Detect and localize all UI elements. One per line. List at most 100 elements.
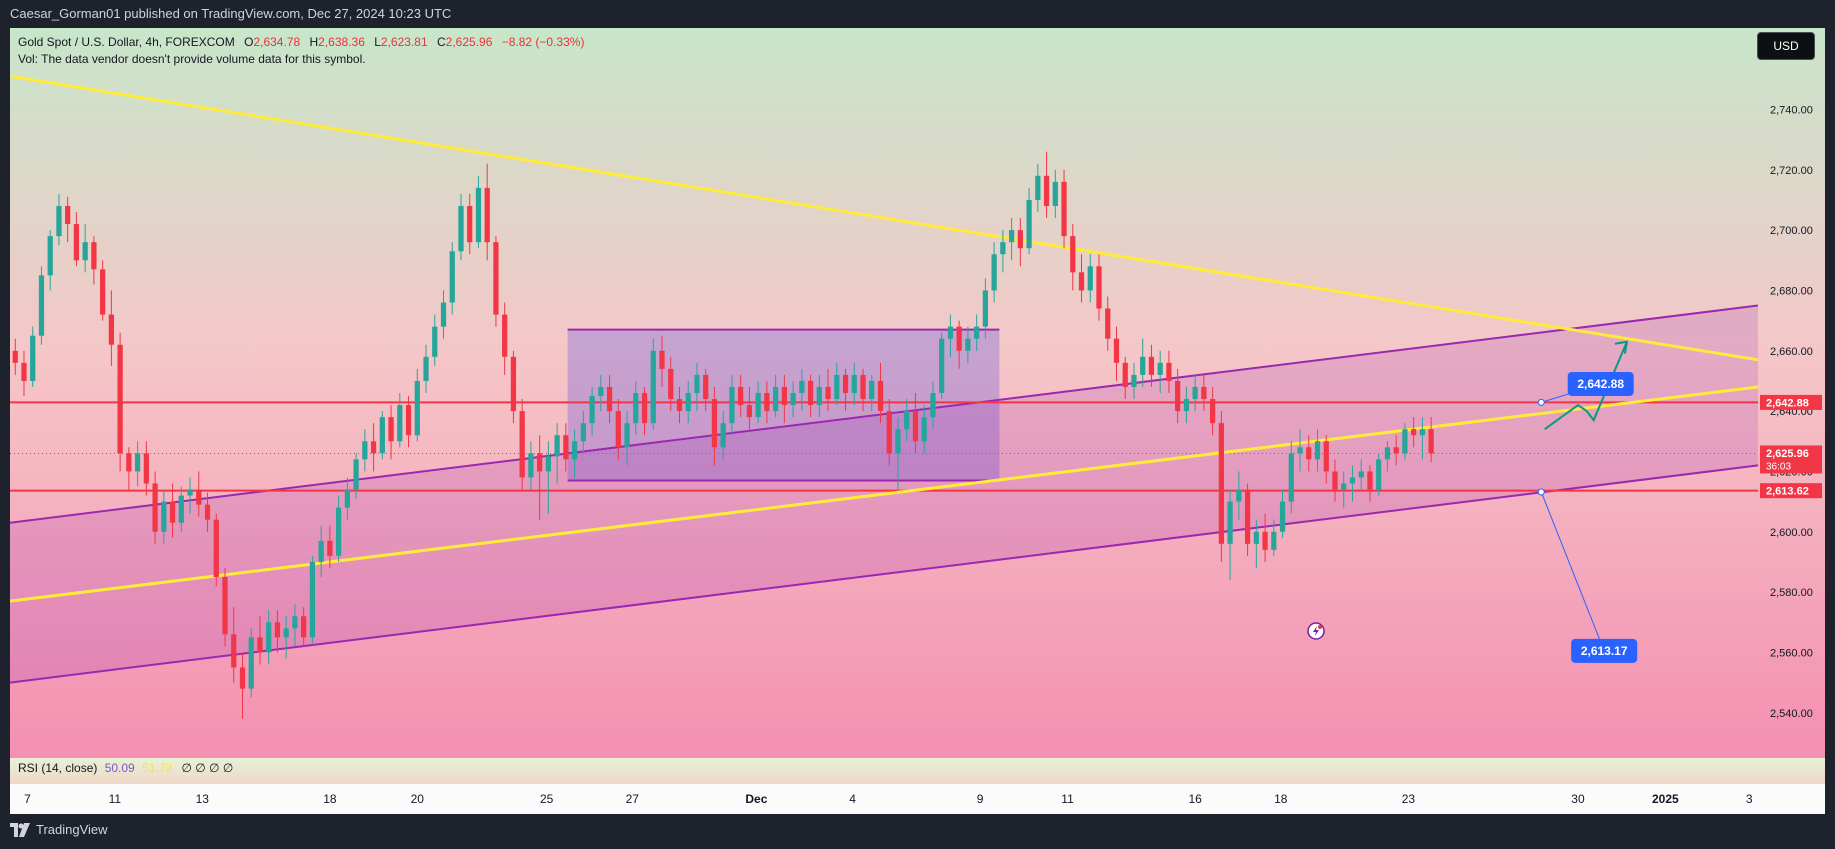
x-tick-label: 18 (323, 792, 337, 806)
x-tick-label: 25 (540, 792, 554, 806)
open-label: O (244, 35, 254, 49)
candle-body (886, 411, 892, 454)
high-value: 2,638.36 (318, 35, 365, 49)
chart-area[interactable]: 2,642.88 2,613.17 2,540.00 2,560.00 2,580.0… (10, 28, 1825, 814)
publisher-header: Caesar_Gorman01 published on TradingView… (0, 0, 1835, 28)
candle-body (939, 338, 945, 393)
candle-body (1192, 386, 1198, 400)
candle-body (458, 205, 464, 252)
candle-body (694, 374, 700, 393)
ohlc-row: Gold Spot / U.S. Dollar, 4h, FOREXCOM O2… (18, 34, 584, 51)
candle-body (589, 396, 595, 424)
candle-body (1043, 175, 1050, 206)
y-tick-label: 2,560.00 (1770, 647, 1813, 659)
candle-body (1035, 175, 1041, 200)
candle-body (545, 456, 552, 472)
candle-body (1288, 453, 1294, 502)
candle-body (21, 362, 27, 381)
candle-body (624, 423, 630, 448)
lightning-icon[interactable] (1307, 622, 1325, 640)
candle-body (292, 616, 298, 629)
candle-body (440, 302, 447, 327)
candle-body (755, 393, 761, 418)
candle-body (344, 489, 350, 508)
candle-body (248, 637, 254, 689)
candle-body (1087, 266, 1093, 291)
candle-body (991, 254, 997, 291)
candle-body (388, 417, 394, 442)
callout-label-2: 2,613.17 (1581, 644, 1628, 658)
candle-body (1166, 362, 1172, 381)
candle-body (851, 374, 857, 393)
candle-body (126, 453, 132, 472)
candle-body (930, 393, 936, 418)
candle-body (1253, 531, 1259, 544)
x-tick-label: 7 (24, 792, 31, 806)
candle-body (1332, 471, 1338, 490)
candle-body (729, 386, 735, 424)
candle-body (1323, 441, 1329, 472)
candle-body (336, 507, 342, 556)
candle-body (633, 393, 639, 424)
candle-body (1000, 242, 1006, 255)
candle-body (309, 561, 316, 638)
candle-body (82, 242, 88, 261)
candle-body (1096, 266, 1102, 309)
candle-body (869, 380, 875, 400)
currency-button[interactable]: USD (1757, 32, 1815, 60)
trend-line-upper-descending (10, 74, 1759, 362)
candle-body (143, 453, 149, 484)
candle-body (528, 453, 534, 478)
candle-body (1358, 471, 1364, 478)
callout-connector-2 (1540, 491, 1605, 652)
channel-lower-line (10, 464, 1759, 684)
candle-body (266, 622, 272, 653)
candle-body (1402, 429, 1408, 454)
candle-body (1131, 374, 1137, 387)
candle-body (537, 453, 543, 472)
candle-body (895, 429, 901, 454)
candle-body (974, 326, 980, 339)
candle-body (982, 290, 989, 327)
candle-body (318, 540, 324, 562)
projection-arrowhead (1614, 340, 1629, 354)
rsi-title[interactable]: RSI (14, close) (18, 761, 98, 775)
candle-body (1070, 236, 1076, 273)
candle-body (152, 483, 158, 532)
candle-body (1367, 471, 1373, 490)
candle-body (38, 275, 45, 336)
candle-body (134, 453, 141, 472)
candle-body (1376, 459, 1382, 490)
x-tick-label: 23 (1402, 792, 1416, 806)
candle-body (1393, 447, 1399, 454)
candle-body (239, 667, 246, 689)
candle-body (65, 205, 71, 225)
trend-line-ascending-mid (10, 385, 1759, 603)
candle-body (231, 634, 237, 668)
candle-body (1384, 447, 1391, 460)
symbol-title[interactable]: Gold Spot / U.S. Dollar, 4h, FOREXCOM (18, 35, 235, 49)
x-tick-label: 3 (1746, 792, 1753, 806)
candle-body (379, 417, 385, 454)
x-tick-label: 11 (109, 792, 122, 806)
candle-body (423, 356, 429, 381)
price-chart[interactable]: 2,642.88 2,613.17 2,540.00 2,560.00 2,580.0… (10, 28, 1825, 814)
tradingview-logo[interactable]: TradingView (10, 822, 108, 837)
callout-box-1 (1567, 371, 1634, 396)
candle-body (615, 411, 621, 448)
open-value: 2,634.78 (253, 35, 301, 49)
candle-body (519, 411, 525, 478)
candle-body (1175, 380, 1181, 412)
x-tick-label: 4 (849, 792, 856, 806)
candle-body (965, 338, 971, 351)
candle-body (467, 205, 473, 243)
candle-body (912, 411, 919, 442)
candle-body (685, 393, 691, 412)
candle-body (1017, 230, 1023, 249)
close-label: C (436, 35, 446, 49)
price-tag-label-2: 2,625.96 (1766, 448, 1809, 460)
candle-body (1157, 362, 1163, 375)
candle-body (799, 380, 805, 393)
x-tick-label: 27 (626, 792, 640, 806)
x-tick-label: 18 (1274, 792, 1288, 806)
